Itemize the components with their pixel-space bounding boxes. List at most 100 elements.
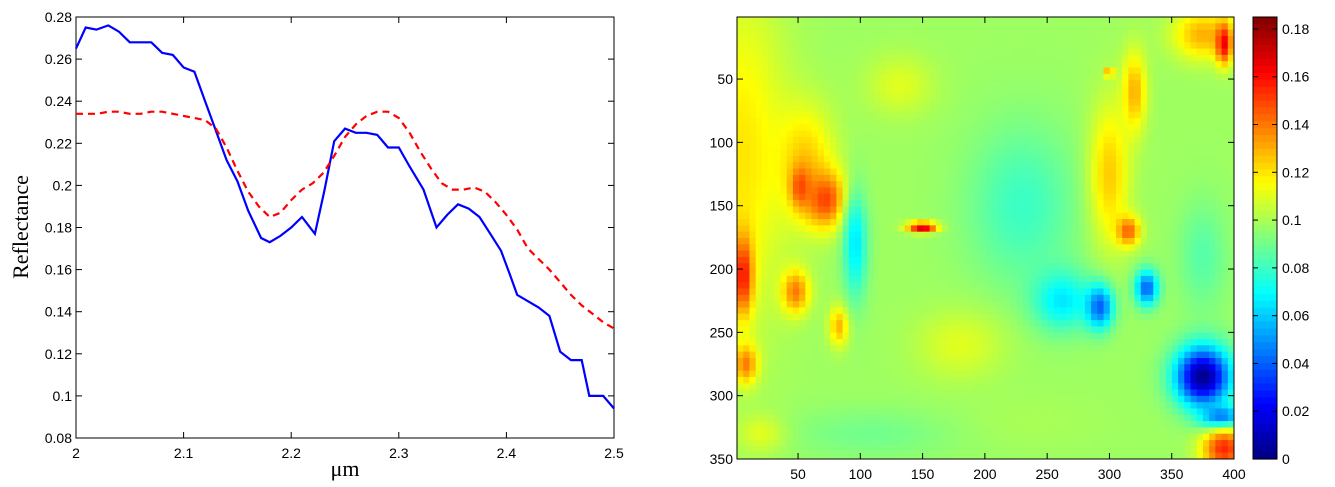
heatmap-cell (805, 313, 813, 321)
heatmap-cell (873, 256, 881, 264)
heatmap-cell (942, 105, 949, 113)
heatmap-cell (1035, 389, 1043, 397)
heatmap-cell (1078, 250, 1086, 258)
heatmap-cell (910, 99, 918, 106)
heatmap-cell (1035, 73, 1043, 81)
heatmap-cell (1004, 54, 1011, 62)
heatmap-cell (743, 219, 751, 226)
heatmap-cell (904, 23, 912, 31)
heatmap-cell (855, 181, 862, 189)
heatmap-cell (1227, 326, 1234, 334)
heatmap-cell (960, 86, 968, 94)
heatmap-cell (1041, 326, 1049, 334)
heatmap-cell (811, 294, 819, 302)
heatmap-cell (1066, 136, 1074, 144)
heatmap-cell (910, 269, 918, 277)
heatmap-cell (948, 383, 956, 391)
heatmap-cell (761, 187, 769, 195)
heatmap-cell (792, 67, 800, 75)
heatmap-cell (1171, 193, 1179, 201)
heatmap-cell (923, 118, 931, 125)
heatmap-cell (867, 130, 875, 138)
heatmap-cell (1134, 269, 1142, 277)
heatmap-cell (873, 61, 881, 69)
heatmap-cell (780, 48, 788, 56)
heatmap-cell (1227, 345, 1234, 353)
heatmap-cell (960, 61, 968, 69)
heatmap-cell (867, 269, 875, 277)
heatmap-cell (1103, 244, 1111, 252)
heatmap-cell (1190, 357, 1198, 365)
heatmap-cell (1159, 61, 1167, 69)
heatmap-cell (991, 193, 999, 201)
heatmap-cell (966, 326, 974, 334)
heatmap-cell (1097, 364, 1105, 372)
heatmap-cell (1134, 124, 1142, 132)
heatmap-cell (737, 250, 744, 258)
heatmap-cell (817, 136, 825, 144)
heatmap-cell (786, 370, 794, 378)
heatmap-cell (1202, 73, 1210, 81)
heatmap-cell (1165, 212, 1173, 220)
heatmap-cell (1147, 48, 1154, 56)
heatmap-cell (1072, 206, 1080, 214)
heatmap-cell (879, 383, 887, 391)
heatmap-cell (780, 23, 788, 31)
heatmap-cell (755, 29, 763, 37)
heatmap-cell (1215, 118, 1223, 125)
heatmap-cell (867, 332, 875, 340)
heatmap-cell (1122, 244, 1129, 252)
heatmap-cell (879, 395, 887, 403)
heatmap-cell (923, 92, 931, 100)
heatmap-cell (1004, 143, 1011, 151)
heatmap-cell (886, 155, 893, 163)
heatmap-cell (1010, 17, 1018, 24)
heatmap-cell (1190, 231, 1198, 239)
heatmap-cell (1060, 48, 1067, 56)
heatmap-cell (1209, 269, 1216, 277)
heatmap-cell (1196, 200, 1204, 208)
heatmap-cell (966, 174, 974, 182)
heatmap-cell (1134, 389, 1142, 397)
heatmap-cell (1060, 339, 1067, 346)
heatmap-cell (786, 212, 794, 220)
heatmap-cell (1103, 395, 1111, 403)
heatmap-cell (917, 256, 924, 264)
heatmap-cell (960, 155, 968, 163)
heatmap-cell (737, 326, 744, 334)
heatmap-cell (997, 35, 1005, 43)
heatmap-cell (1010, 73, 1018, 81)
heatmap-cell (935, 42, 943, 50)
heatmap-cell (1153, 54, 1161, 62)
heatmap-cell (786, 54, 794, 62)
heatmap-cell (904, 187, 912, 195)
heatmap-cell (855, 168, 862, 176)
heatmap-cell (1084, 149, 1092, 157)
heatmap-cell (973, 301, 980, 309)
heatmap-cell (917, 80, 924, 88)
heatmap-cell (780, 231, 788, 239)
heatmap-cell (960, 67, 968, 75)
heatmap-cell (1215, 269, 1223, 277)
heatmap-cell (979, 263, 987, 271)
heatmap-cell (948, 111, 956, 119)
heatmap-cell (898, 402, 906, 410)
heatmap-cell (991, 212, 999, 220)
heatmap-cell (1022, 320, 1030, 327)
heatmap-cell (1047, 301, 1055, 309)
heatmap-cell (1004, 383, 1011, 391)
heatmap-cell (1128, 313, 1136, 321)
heatmap-cell (1084, 193, 1092, 201)
heatmap-cell (1004, 35, 1011, 43)
heatmap-cell (1196, 181, 1204, 189)
heatmap-cell (1078, 301, 1086, 309)
heatmap-cell (1227, 23, 1234, 31)
heatmap-cell (1060, 193, 1067, 201)
heatmap-cell (737, 351, 744, 359)
heatmap-cell (979, 29, 987, 37)
heatmap-cell (755, 275, 763, 283)
heatmap-cell (1103, 54, 1111, 62)
heatmap-cell (917, 73, 924, 81)
heatmap-cell (910, 181, 918, 189)
heatmap-cell (817, 149, 825, 157)
